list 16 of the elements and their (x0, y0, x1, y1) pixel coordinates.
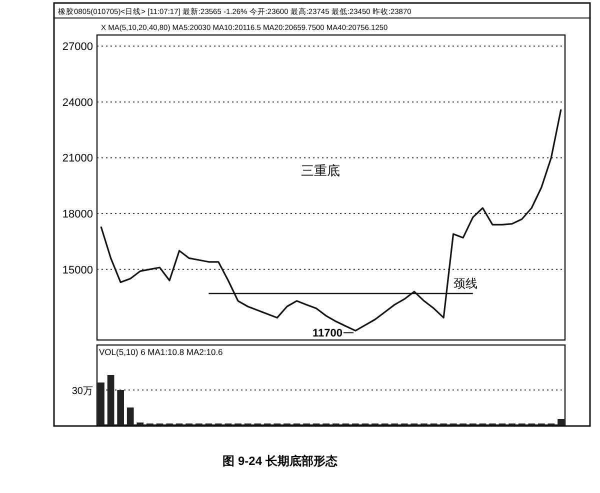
y-tick-label: 15000 (62, 264, 93, 276)
text: VOL(5,10) 6 MA1:10.8 MA2:10.6 (99, 347, 224, 357)
annotation: 11700 (312, 328, 342, 340)
ref-line-label: 颈线 (453, 276, 478, 291)
y-tick-label: 18000 (62, 208, 93, 221)
annotation: 三重底 (301, 163, 340, 178)
bar (126, 408, 134, 425)
y-tick-label: 24000 (62, 96, 93, 109)
bar (117, 390, 124, 425)
bar (558, 419, 564, 425)
bar (98, 382, 104, 425)
y-tick-label: 21000 (62, 152, 93, 165)
y-tick-label: 27000 (62, 41, 93, 54)
ref-line-label: 30万 (72, 386, 93, 397)
bar (107, 375, 114, 425)
caption: 图 9-24 长期底部形态 (222, 454, 338, 468)
